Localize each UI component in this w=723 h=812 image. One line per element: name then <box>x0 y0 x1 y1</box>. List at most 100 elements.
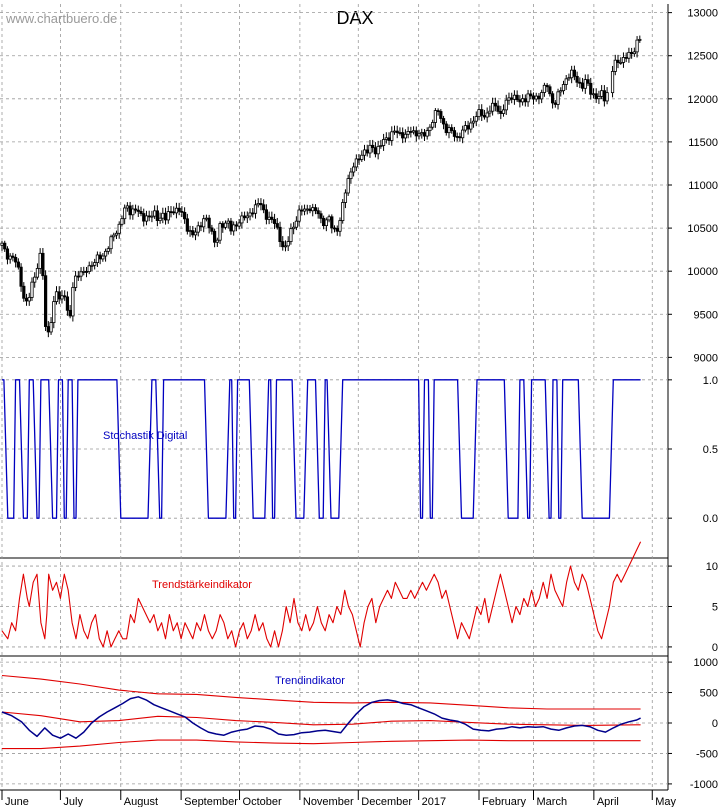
price-body <box>586 79 590 84</box>
price-body <box>103 250 108 257</box>
price-body <box>322 217 326 227</box>
price-body <box>447 127 451 134</box>
price-body <box>504 99 508 111</box>
price-body <box>439 111 443 119</box>
price-body <box>422 132 427 137</box>
price-body <box>158 217 162 221</box>
price-body <box>68 309 72 317</box>
price-body <box>518 99 522 103</box>
price-body <box>572 69 576 77</box>
price-body <box>627 51 631 59</box>
price-body <box>270 216 274 220</box>
price-body <box>474 116 478 122</box>
price-body <box>245 215 249 219</box>
price-body <box>207 217 211 229</box>
price-body <box>54 291 59 302</box>
y-tick-label: 10000 <box>687 266 718 278</box>
y-tick-label: 11500 <box>688 137 718 149</box>
price-body <box>196 225 200 233</box>
y-tick-label: 500 <box>700 688 718 700</box>
price-body <box>428 126 432 132</box>
price-body <box>624 57 628 59</box>
trendstaerke-label: Trendstärkeindikator <box>152 579 252 591</box>
price-body <box>8 255 12 260</box>
price-body <box>548 86 552 95</box>
price-body <box>352 166 356 173</box>
price-body <box>76 275 80 278</box>
price-body <box>142 213 146 222</box>
price-body <box>199 225 203 228</box>
month-label-march: March <box>537 796 568 807</box>
month-label-october: October <box>243 796 282 807</box>
y-tick-label: 1000 <box>694 657 718 669</box>
price-body <box>638 38 642 41</box>
price-body <box>204 217 209 220</box>
price-body <box>621 57 626 63</box>
price-body <box>488 110 492 114</box>
price-body <box>610 71 615 94</box>
price-body <box>570 69 574 79</box>
price-body <box>550 93 555 104</box>
price-body <box>553 102 557 105</box>
price-body <box>613 59 617 72</box>
price-body <box>324 219 328 227</box>
price-body <box>215 239 219 243</box>
price-body <box>117 223 121 234</box>
price-body <box>496 105 500 112</box>
price-body <box>259 203 263 206</box>
y-tick-label: 9500 <box>694 309 718 321</box>
price-body <box>313 207 318 212</box>
price-body <box>286 241 290 247</box>
price-body <box>425 130 429 137</box>
price-body <box>131 208 135 216</box>
price-body <box>125 205 129 209</box>
price-body <box>128 205 132 216</box>
price-body <box>114 232 119 236</box>
price-body <box>155 210 159 221</box>
month-label-december: December <box>361 796 412 807</box>
price-body <box>507 97 511 101</box>
price-body <box>133 208 138 211</box>
price-body <box>308 208 312 212</box>
price-body <box>542 84 547 93</box>
price-body <box>256 203 260 206</box>
price-body <box>311 207 315 212</box>
price-body <box>60 295 64 300</box>
price-body <box>302 208 307 212</box>
price-body <box>144 215 149 222</box>
price-body <box>123 207 127 220</box>
price-body <box>305 208 309 211</box>
price-body <box>616 59 620 63</box>
price-body <box>33 276 37 283</box>
price-body <box>150 215 154 218</box>
price-body <box>463 125 467 131</box>
middle-band-line <box>1 711 641 726</box>
price-body <box>267 216 271 220</box>
price-body <box>251 212 255 215</box>
price-body <box>272 219 277 224</box>
price-body <box>441 118 446 125</box>
price-body <box>172 211 176 214</box>
price-body <box>98 254 102 260</box>
price-body <box>354 158 358 168</box>
price-body <box>57 291 61 300</box>
price-body <box>349 171 353 180</box>
price-body <box>63 295 67 298</box>
price-body <box>202 218 206 228</box>
price-body <box>444 123 448 134</box>
price-body <box>575 75 579 83</box>
y-tick-label: 0.5 <box>703 444 718 456</box>
price-body <box>223 222 228 228</box>
price-body <box>177 207 181 212</box>
price-body <box>229 220 233 232</box>
trendindikator-line <box>1 696 641 739</box>
price-body <box>561 84 566 92</box>
price-body <box>82 271 86 273</box>
price-body <box>16 261 20 268</box>
price-body <box>169 211 173 214</box>
price-body <box>253 204 258 214</box>
price-body <box>406 131 410 135</box>
price-body <box>294 220 298 228</box>
price-body <box>471 120 476 124</box>
price-body <box>371 144 375 149</box>
